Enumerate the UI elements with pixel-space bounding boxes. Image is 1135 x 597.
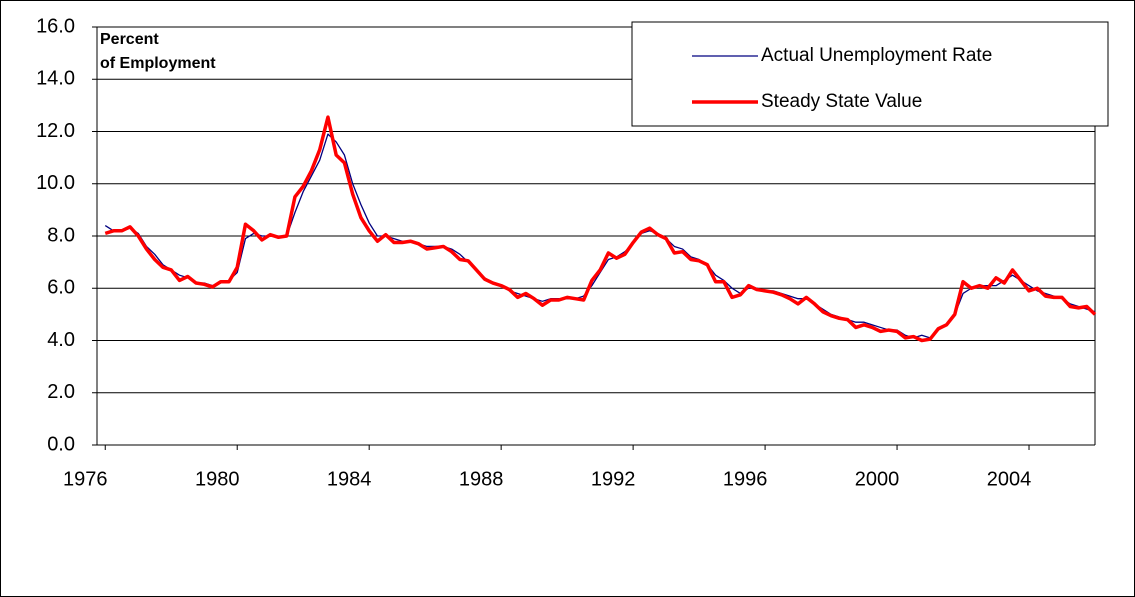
legend-label: Actual Unemployment Rate [761,45,992,66]
y-tick-label: 6.0 [47,277,75,299]
y-tick-label: 12.0 [36,120,75,142]
series-line [104,115,1097,343]
legend-label: Steady State Value [761,91,922,112]
y-tick-label: 14.0 [36,68,75,90]
x-tick-label: 1992 [591,468,636,490]
legend-box [631,21,1109,127]
y-axis-label: Percent [100,31,159,48]
y-tick-label: 0.0 [47,433,75,455]
x-tick-label: 2000 [855,468,900,490]
x-tick-label: 1996 [723,468,768,490]
y-tick-label: 2.0 [47,381,75,403]
y-tick-label: 10.0 [36,172,75,194]
x-tick-label: 1980 [195,468,240,490]
y-axis-label: of Employment [100,55,216,72]
x-tick-label: 2004 [987,468,1032,490]
x-tick-label: 1976 [63,468,108,490]
x-tick-label: 1984 [327,468,372,490]
y-tick-label: 8.0 [47,224,75,246]
x-tick-label: 1988 [459,468,504,490]
y-tick-label: 16.0 [36,15,75,37]
y-tick-label: 4.0 [47,329,75,351]
